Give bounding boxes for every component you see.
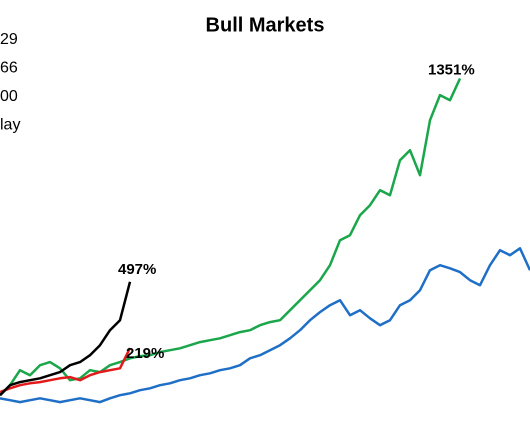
series-line [0,281,132,397]
series-line [0,347,132,394]
annotation: 497% [118,261,156,278]
annotation: 219% [126,345,164,362]
series-line [0,247,530,404]
legend-label: 66 [0,60,18,77]
legend-label: lay [0,117,20,134]
annotation: 1351% [428,61,475,78]
legend-label: 29 [0,31,18,48]
chart-title: Bull Markets [206,14,325,36]
series-line [0,77,462,397]
legend-label: 00 [0,88,18,105]
